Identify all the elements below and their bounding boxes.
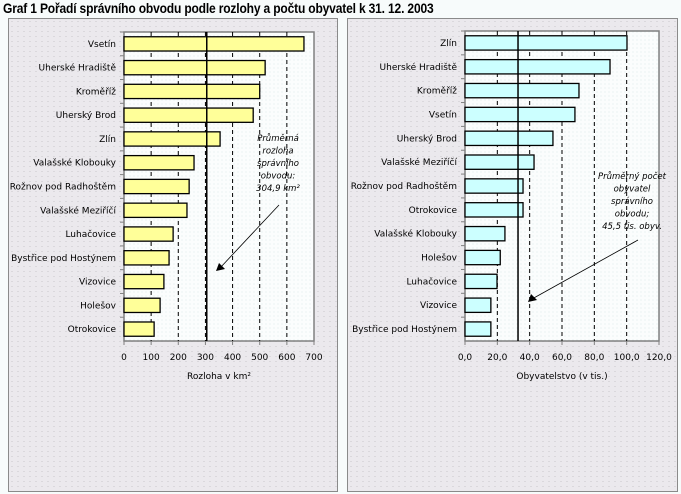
x-tick-label: 80,0	[584, 353, 604, 363]
bar	[464, 58, 611, 75]
category-label: Kroměříž	[76, 87, 116, 97]
bar	[464, 130, 554, 147]
arrow-head-icon	[528, 294, 537, 302]
x-tick-label: 700	[305, 353, 322, 363]
mean-annotation: správního	[257, 159, 299, 169]
mean-annotation: Průměrný počet	[598, 171, 667, 182]
x-tick-label: 600	[278, 353, 295, 363]
mean-annotation: obvodu;	[615, 210, 650, 220]
bar	[123, 226, 174, 242]
bar	[464, 249, 501, 266]
category-label: Bystřice pod Hostýnem	[11, 254, 116, 264]
category-label: Kroměříž	[417, 87, 457, 97]
category-label: Valašské Meziříčí	[40, 205, 116, 216]
area-bar-chart: Vsetín Uherské Hradiště Kroměříž Uherský Br…	[10, 31, 323, 382]
category-label: Valašské Meziříčí	[381, 157, 457, 168]
category-label: Holešov	[421, 253, 458, 264]
x-tick-label: 200	[170, 353, 187, 363]
bar	[123, 107, 254, 123]
category-label: Luhačovice	[65, 229, 116, 240]
mean-annotation: správního	[611, 197, 653, 207]
bar	[123, 36, 305, 52]
bar	[123, 59, 266, 76]
category-label: Vsetín	[429, 110, 457, 120]
arrow-head-icon	[216, 263, 225, 271]
bar	[464, 202, 524, 218]
category-label: Otrokovice	[409, 206, 458, 216]
category-label: Uherské Hradiště	[380, 62, 458, 73]
bar	[123, 297, 161, 314]
x-tick-label: 120,0	[646, 353, 672, 363]
x-tick-label: 40,0	[520, 353, 540, 363]
category-label: Uherské Hradiště	[39, 63, 117, 74]
population-bar-chart: Zlín Uherské Hradiště Kroměříž Vsetín Uhersk…	[351, 30, 672, 382]
x-tick-label: 100,0	[614, 353, 640, 363]
bar	[464, 106, 576, 123]
annotation-arrow	[219, 204, 280, 269]
bar	[464, 321, 492, 337]
category-label: Uherský Brod	[56, 111, 116, 121]
annotation-arrow	[531, 239, 639, 300]
bar	[123, 202, 188, 219]
category-label: Rožnov pod Radhoštěm	[351, 181, 457, 192]
x-axis-label: Obyvatelstvo (v tis.)	[516, 372, 607, 382]
x-tick-label: 500	[251, 353, 268, 363]
category-label: Bystřice pod Hostýnem	[352, 325, 457, 335]
category-label: Vizovice	[79, 278, 116, 288]
bar	[123, 83, 261, 100]
bar	[123, 273, 165, 290]
x-tick-label: 400	[224, 353, 241, 363]
category-label: Holešov	[80, 300, 117, 311]
category-label: Rožnov pod Radhoštěm	[10, 182, 116, 193]
bar	[464, 82, 580, 99]
bar	[123, 131, 221, 147]
x-tick-label: 0	[121, 353, 127, 363]
bar	[464, 178, 524, 194]
category-label: Otrokovice	[68, 325, 117, 335]
bar	[464, 35, 628, 51]
x-tick-label: 20,0	[487, 353, 507, 363]
category-label: Zlín	[440, 39, 457, 49]
mean-annotation: rozloha	[262, 147, 293, 157]
category-label: Zlín	[99, 135, 116, 145]
mean-annotation: Průměrná	[257, 133, 299, 144]
bar	[464, 225, 506, 242]
area-chart-panel: Vsetín Uherské Hradiště Kroměříž Uherský Br…	[8, 18, 338, 492]
bar	[123, 321, 155, 337]
mean-annotation: 304,9 km²	[256, 184, 300, 194]
category-label: Vizovice	[420, 301, 457, 311]
x-tick-label: 100	[143, 353, 160, 363]
bar	[464, 297, 492, 314]
x-axis-label: Rozloha v km²	[187, 372, 251, 382]
x-tick-label: 60,0	[552, 353, 572, 363]
x-tick-label: 0,0	[458, 353, 473, 363]
mean-annotation: 45,5 tis. obyv.	[602, 222, 662, 232]
x-tick-label: 300	[197, 353, 214, 363]
mean-annotation: obvodu:	[261, 172, 296, 182]
bar	[464, 154, 535, 170]
category-label: Uherský Brod	[397, 134, 457, 144]
chart-title: Graf 1 Pořadí správního obvodu podle roz…	[3, 0, 434, 16]
bar	[123, 154, 195, 171]
mean-annotation: obyvatel	[614, 185, 651, 195]
category-label: Luhačovice	[406, 276, 457, 287]
category-label: Vsetín	[88, 40, 116, 50]
bar	[464, 273, 498, 290]
bar	[123, 178, 190, 195]
population-chart-panel: Zlín Uherské Hradiště Kroměříž Vsetín Uhersk…	[347, 18, 678, 492]
category-label: Valašské Klobouky	[374, 229, 457, 240]
category-label: Valašské Klobouky	[33, 158, 116, 169]
bar	[123, 250, 170, 266]
